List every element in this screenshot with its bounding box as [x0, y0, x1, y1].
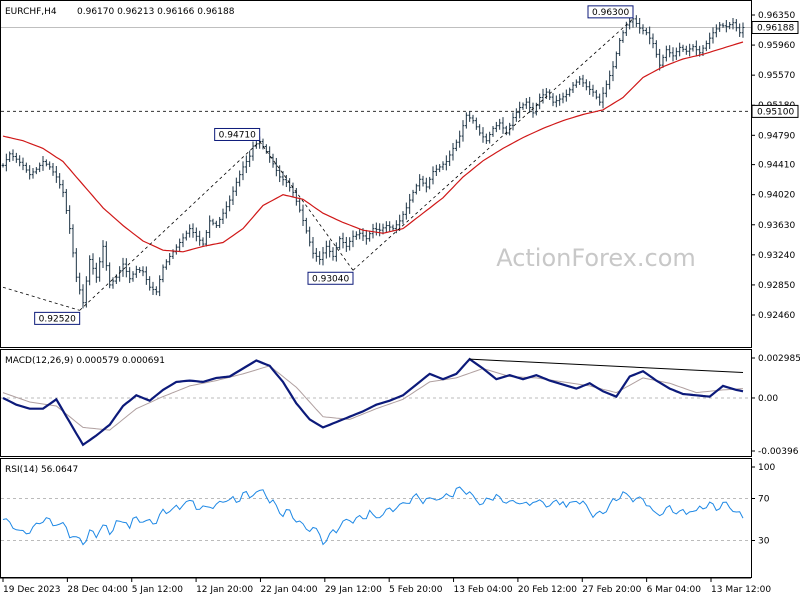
time-label-7: 13 Feb 04:00 — [454, 585, 513, 595]
time-label-2: 5 Jan 12:00 — [132, 585, 184, 595]
swing-label-box — [214, 127, 261, 141]
time-label-5: 29 Jan 12:00 — [325, 585, 382, 595]
swing-connector — [79, 141, 260, 311]
price-axis-label-0: 0.96350 — [758, 11, 795, 21]
price-bars — [1, 13, 745, 309]
support-line-box — [751, 104, 799, 118]
ohlc-values: 0.96170 0.96213 0.96166 0.96188 — [77, 7, 235, 17]
rsi-axis-label-1: 70 — [758, 495, 770, 505]
symbol-label: EURCHF,H4 — [5, 7, 57, 17]
support-line-label: 0.95100 — [757, 107, 794, 117]
time-label-0: 19 Dec 2023 — [3, 585, 61, 595]
last-price-label: 0.96188 — [757, 23, 794, 33]
price-axis-label-7: 0.93630 — [758, 221, 795, 231]
price-panel-frame — [0, 0, 752, 348]
swing-connector — [352, 18, 634, 271]
macd-axis: 0.002985 0.00 -0.00396 — [751, 354, 800, 457]
price-axis-label-1: 0.95960 — [758, 41, 795, 51]
rsi-lines — [1, 486, 751, 546]
time-axis: 19 Dec 2023 28 Dec 04:00 5 Jan 12:00 12 Jan… — [0, 577, 771, 595]
time-label-4: 22 Jan 04:00 — [260, 585, 317, 595]
price-axis-label-8: 0.93240 — [758, 251, 795, 261]
time-label-6: 5 Feb 20:00 — [389, 585, 443, 595]
macd-axis-label-2: -0.00396 — [758, 447, 799, 457]
rsi-axis-label-0: 100 — [758, 463, 775, 473]
rsi-panel: RSI(14) 56.0647 100 70 30 — [0, 458, 775, 578]
price-axis-label-2: 0.95570 — [758, 71, 795, 81]
macd-lines — [1, 357, 751, 447]
swing-label-box — [34, 311, 81, 325]
rsi-axis-label-2: 30 — [758, 537, 770, 547]
price-axis-label-9: 0.92850 — [758, 281, 795, 291]
time-label-1: 28 Dec 04:00 — [67, 585, 128, 595]
last-price-box — [751, 20, 799, 34]
swing-connector — [2, 286, 80, 311]
swing-label: 0.92520 — [39, 314, 76, 324]
watermark: ActionForex.com — [496, 244, 696, 272]
macd-trendline — [469, 358, 744, 374]
macd-axis-label-1: 0.00 — [758, 394, 778, 404]
rsi-title: RSI(14) 56.0647 — [5, 465, 78, 475]
rsi-axis: 100 70 30 — [751, 463, 775, 547]
price-axis-label-5: 0.94410 — [758, 161, 795, 171]
swing-label-box — [587, 5, 634, 19]
price-axis-label-4: 0.94790 — [758, 131, 795, 141]
swing-labels: 0.92520 0.94710 0.93040 0.96300 — [2, 5, 634, 325]
price-axis-label-10: 0.92460 — [758, 311, 795, 321]
price-axis-label-6: 0.94020 — [758, 191, 795, 201]
swing-label: 0.94710 — [219, 130, 256, 140]
time-label-10: 6 Mar 04:00 — [647, 585, 702, 595]
swing-label-box — [307, 271, 354, 285]
time-label-9: 27 Feb 20:00 — [582, 585, 641, 595]
time-label-11: 13 Mar 12:00 — [711, 585, 771, 595]
price-panel: ActionForex.com EURCHF,H4 0.96170 0.9621… — [0, 0, 799, 348]
macd-panel: MACD(12,26,9) 0.000579 0.000691 0.002985… — [0, 349, 800, 457]
moving-average-line — [2, 41, 744, 253]
macd-axis-label-0: 0.002985 — [758, 354, 800, 364]
time-label-8: 20 Feb 12:00 — [518, 585, 577, 595]
price-axis: 0.963500.959600.955700.951800.947900.944… — [751, 11, 795, 321]
macd-main-line — [2, 357, 744, 447]
rsi-line — [2, 486, 744, 546]
moving-average-group — [2, 41, 744, 253]
macd-title: MACD(12,26,9) 0.000579 0.000691 — [5, 356, 165, 366]
support-line-group: 0.95100 0.96188 — [1, 20, 799, 118]
time-label-3: 12 Jan 20:00 — [196, 585, 253, 595]
swing-label: 0.93040 — [312, 274, 349, 284]
swing-label: 0.96300 — [592, 8, 629, 18]
swing-connector — [259, 141, 354, 271]
